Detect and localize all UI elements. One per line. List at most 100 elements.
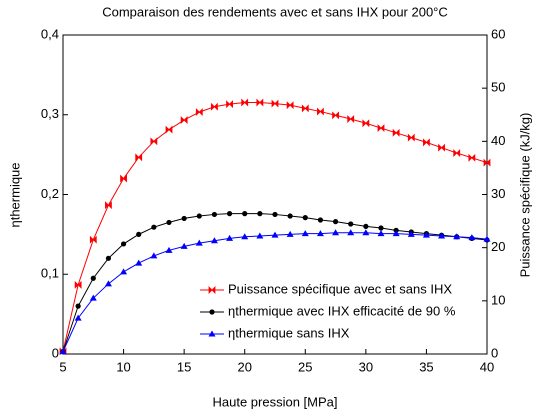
- marker: [468, 153, 476, 162]
- x-tick-label: 35: [419, 359, 433, 374]
- marker: [468, 234, 476, 241]
- marker: [120, 174, 127, 183]
- marker: [362, 119, 370, 128]
- marker: [302, 215, 308, 221]
- marker: [271, 231, 279, 238]
- marker: [407, 230, 415, 237]
- y-axis-label: ηthermique: [7, 162, 22, 227]
- marker: [209, 309, 215, 315]
- marker: [286, 101, 294, 110]
- marker: [286, 230, 294, 237]
- marker: [377, 124, 385, 133]
- marker: [104, 280, 112, 287]
- marker: [423, 138, 430, 147]
- marker: [241, 98, 249, 107]
- marker: [166, 219, 172, 226]
- y2-tick-label: 10: [491, 292, 505, 307]
- marker: [211, 211, 218, 218]
- marker: [453, 233, 461, 240]
- marker: [211, 102, 218, 111]
- marker: [317, 107, 324, 116]
- marker: [347, 115, 355, 123]
- marker: [90, 275, 96, 281]
- x-tick-label: 30: [359, 359, 373, 374]
- chart-title: Comparaison des rendements avec et sans …: [102, 4, 448, 19]
- marker: [226, 100, 233, 109]
- marker: [348, 221, 354, 227]
- y2-tick-label: 50: [491, 80, 505, 95]
- marker: [362, 229, 370, 236]
- marker: [210, 237, 218, 244]
- marker: [256, 232, 264, 239]
- x-tick-label: 25: [298, 359, 312, 374]
- marker: [363, 223, 369, 229]
- marker: [120, 241, 127, 247]
- marker: [136, 231, 142, 237]
- marker: [438, 143, 445, 152]
- marker: [226, 234, 234, 241]
- marker: [378, 225, 384, 231]
- x-tick-label: 20: [237, 359, 251, 374]
- marker: [89, 294, 97, 301]
- marker: [120, 268, 128, 275]
- marker: [196, 213, 202, 219]
- marker: [377, 230, 385, 237]
- y-tick-label: 0: [52, 345, 59, 360]
- marker: [226, 211, 233, 217]
- marker: [316, 230, 324, 237]
- marker: [241, 233, 249, 240]
- marker: [75, 303, 81, 309]
- y2-tick-label: 40: [491, 133, 505, 148]
- marker: [271, 99, 279, 108]
- marker: [105, 201, 112, 210]
- y-tick-label: 0,4: [41, 26, 59, 41]
- legend-label: Puissance spécifique avec et sans IHX: [228, 281, 452, 296]
- marker: [257, 211, 263, 217]
- marker: [208, 286, 216, 294]
- marker: [453, 149, 461, 157]
- marker: [151, 224, 157, 230]
- marker: [483, 158, 491, 167]
- marker: [135, 153, 143, 162]
- marker: [180, 116, 188, 125]
- x-tick-label: 15: [177, 359, 191, 374]
- marker: [392, 128, 400, 137]
- marker: [256, 98, 264, 107]
- x-tick-label: 10: [116, 359, 130, 374]
- marker: [332, 229, 340, 236]
- marker: [347, 229, 355, 236]
- marker: [135, 259, 143, 266]
- x-axis-label: Haute pression [MPa]: [212, 394, 337, 409]
- y2-tick-label: 60: [491, 26, 505, 41]
- legend-label: ηthermique avec IHX efficacité de 90 %: [228, 303, 456, 318]
- marker: [74, 280, 82, 289]
- x-tick-label: 5: [59, 359, 66, 374]
- marker: [301, 230, 309, 237]
- y-tick-label: 0,2: [41, 186, 59, 201]
- marker: [89, 235, 97, 244]
- marker: [332, 111, 339, 120]
- marker: [195, 239, 203, 246]
- marker: [287, 213, 293, 219]
- marker: [59, 348, 67, 355]
- y2-tick-label: 30: [491, 186, 505, 201]
- marker: [438, 232, 446, 239]
- marker: [208, 330, 216, 337]
- x-tick-label: 40: [480, 359, 494, 374]
- y2-axis-label: Puissance spécifique (kJ/kg): [517, 113, 532, 278]
- marker: [165, 125, 173, 134]
- y2-tick-label: 0: [491, 345, 498, 360]
- marker: [180, 242, 188, 249]
- marker: [272, 211, 278, 218]
- marker: [301, 104, 309, 113]
- marker: [407, 133, 415, 142]
- marker: [195, 108, 203, 117]
- marker: [105, 255, 112, 261]
- marker: [150, 137, 158, 146]
- marker: [422, 231, 430, 238]
- marker: [242, 211, 248, 217]
- legend-label: ηthermique sans IHX: [228, 325, 350, 340]
- marker: [332, 219, 339, 225]
- marker: [392, 230, 400, 237]
